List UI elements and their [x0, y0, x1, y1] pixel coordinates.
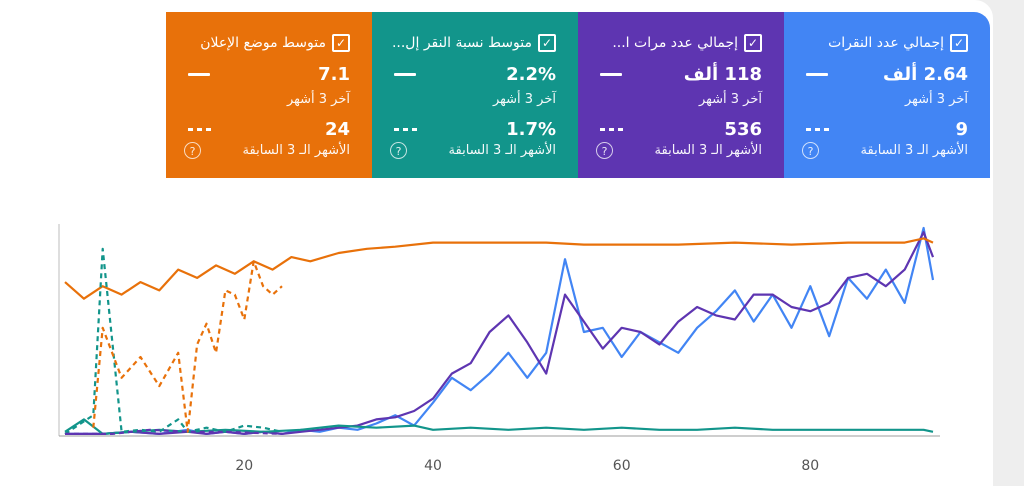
previous-value: 9: [955, 119, 968, 140]
series-line-impressions_current: [65, 231, 935, 435]
previous-value: 24: [324, 119, 350, 140]
current-value: 2.2%: [506, 64, 556, 85]
previous-period-label: الأشهر الـ 3 السابقة: [448, 143, 556, 158]
previous-period-label: الأشهر الـ 3 السابقة: [654, 143, 762, 158]
previous-period-label: الأشهر الـ 3 السابقة: [242, 143, 350, 158]
series-line-position_current: [64, 237, 934, 300]
metric-card-header[interactable]: ✓ إجمالي عدد النقرات: [794, 34, 968, 52]
previous-row: 1.7%: [394, 119, 556, 140]
current-value: 7.1: [318, 64, 350, 85]
metric-card-header[interactable]: ✓ متوسط موضع الإعلان: [176, 34, 350, 52]
current-row: 2.64 ألف: [806, 64, 968, 85]
previous-row: 536: [600, 119, 762, 140]
metric-title: متوسط نسبة النقر إل...: [391, 35, 532, 51]
series-line-position_previous: [92, 260, 283, 433]
dashed-line-legend-icon: [188, 128, 212, 131]
series-layer: [64, 226, 935, 435]
series-line-impressions_previous: [65, 428, 283, 435]
current-period-label: آخر 3 أشهر: [698, 92, 762, 107]
current-row: 118 ألف: [600, 64, 762, 85]
solid-line-legend-icon: [600, 73, 622, 76]
x-tick-label: 40: [424, 458, 442, 474]
x-tick-label: 80: [801, 458, 819, 474]
current-value: 118 ألف: [683, 64, 762, 85]
help-circle-icon[interactable]: ?: [184, 142, 201, 159]
x-tick-labels: 20 40 60 80: [235, 458, 819, 474]
metric-card-total-impressions[interactable]: ✓ إجمالي عدد مرات ا... 118 ألف آخر 3 أشه…: [578, 12, 784, 178]
current-period-label: آخر 3 أشهر: [492, 92, 556, 107]
dashed-line-legend-icon: [394, 128, 418, 131]
previous-row: 24: [188, 119, 350, 140]
current-row: 2.2%: [394, 64, 556, 85]
metric-title: متوسط موضع الإعلان: [200, 35, 326, 51]
performance-panel: ✓ متوسط موضع الإعلان 7.1 آخر 3 أشهر 24 ا…: [0, 0, 993, 486]
performance-line-chart[interactable]: 20 40 60 80: [0, 180, 993, 486]
current-row: 7.1: [188, 64, 350, 85]
metric-card-header[interactable]: ✓ متوسط نسبة النقر إل...: [382, 34, 556, 52]
dashed-line-legend-icon: [600, 128, 624, 131]
previous-period-label: الأشهر الـ 3 السابقة: [860, 143, 968, 158]
dashed-line-legend-icon: [806, 128, 830, 131]
metric-cards: ✓ متوسط موضع الإعلان 7.1 آخر 3 أشهر 24 ا…: [166, 12, 993, 178]
previous-row: 9: [806, 119, 968, 140]
metric-card-total-clicks[interactable]: ✓ إجمالي عدد النقرات 2.64 ألف آخر 3 أشهر…: [784, 12, 990, 178]
previous-value: 1.7%: [506, 119, 556, 140]
current-period-label: آخر 3 أشهر: [904, 92, 968, 107]
checkbox-checked-icon[interactable]: ✓: [538, 34, 556, 52]
solid-line-legend-icon: [806, 73, 828, 76]
current-period-label: آخر 3 أشهر: [286, 92, 350, 107]
help-circle-icon[interactable]: ?: [802, 142, 819, 159]
series-line-clicks_current: [65, 226, 935, 435]
checkbox-checked-icon[interactable]: ✓: [744, 34, 762, 52]
x-tick-label: 20: [235, 458, 253, 474]
previous-value: 536: [724, 119, 762, 140]
current-value: 2.64 ألف: [882, 64, 968, 85]
checkbox-checked-icon[interactable]: ✓: [950, 34, 968, 52]
help-circle-icon[interactable]: ?: [596, 142, 613, 159]
metric-card-header[interactable]: ✓ إجمالي عدد مرات ا...: [588, 34, 762, 52]
metric-title: إجمالي عدد مرات ا...: [612, 35, 738, 51]
checkbox-checked-icon[interactable]: ✓: [332, 34, 350, 52]
solid-line-legend-icon: [188, 73, 210, 76]
help-circle-icon[interactable]: ?: [390, 142, 407, 159]
metric-card-avg-position[interactable]: ✓ متوسط موضع الإعلان 7.1 آخر 3 أشهر 24 ا…: [166, 12, 372, 178]
solid-line-legend-icon: [394, 73, 416, 76]
series-line-ctr_previous: [64, 247, 283, 435]
metric-title: إجمالي عدد النقرات: [828, 35, 944, 51]
metric-card-avg-ctr[interactable]: ✓ متوسط نسبة النقر إل... 2.2% آخر 3 أشهر…: [372, 12, 578, 178]
x-tick-label: 60: [613, 458, 631, 474]
